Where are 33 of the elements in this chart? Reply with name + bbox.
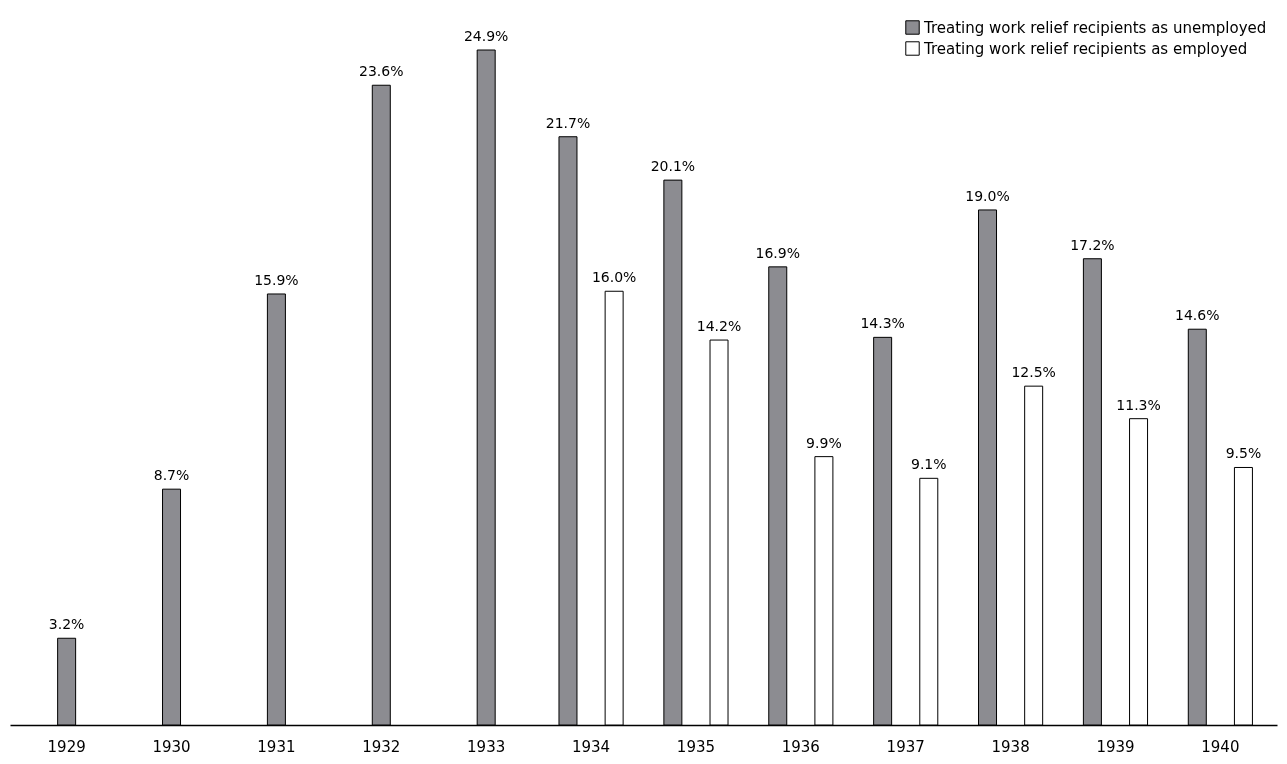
x-tick-label: 1932 (362, 737, 401, 756)
x-tick-label: 1934 (571, 737, 611, 756)
data-label: 9.9% (806, 434, 842, 451)
data-label: 8.7% (153, 467, 190, 484)
x-tick-label: 1929 (47, 737, 86, 756)
x-tick-label: 1940 (1201, 737, 1240, 756)
data-label: 14.2% (696, 318, 742, 335)
legend-label: Treating work relief recipients as employed (923, 39, 1248, 58)
x-tick-label: 1936 (781, 737, 820, 756)
data-label: 19.0% (965, 187, 1010, 204)
x-tick-label: 1933 (467, 737, 506, 756)
data-label: 11.3% (1116, 396, 1161, 413)
data-label: 17.2% (1070, 236, 1115, 253)
data-label: 23.6% (359, 63, 404, 80)
data-label: 20.1% (650, 158, 696, 175)
legend-label: Treating work relief recipients as unemployed (923, 18, 1267, 37)
x-tick-label: 1937 (886, 737, 925, 756)
data-label: 14.6% (1175, 307, 1220, 324)
data-label: 3.2% (48, 616, 85, 633)
x-tick-label: 1938 (991, 737, 1030, 756)
data-label: 21.7% (545, 114, 591, 131)
x-tick-label: 1939 (1096, 737, 1135, 756)
data-label: 16.9% (755, 244, 800, 261)
x-tick-label: 1931 (257, 737, 296, 756)
data-label: 24.9% (463, 28, 509, 44)
data-label: 9.1% (911, 456, 947, 473)
data-label: 14.3% (860, 315, 905, 332)
x-tick-label: 1930 (152, 737, 191, 756)
data-label: 12.5% (1011, 364, 1056, 381)
x-tick-label: 1935 (676, 737, 716, 756)
data-label: 9.5% (1225, 445, 1262, 462)
data-label: 15.9% (254, 271, 299, 288)
data-label: 16.0% (591, 269, 637, 286)
